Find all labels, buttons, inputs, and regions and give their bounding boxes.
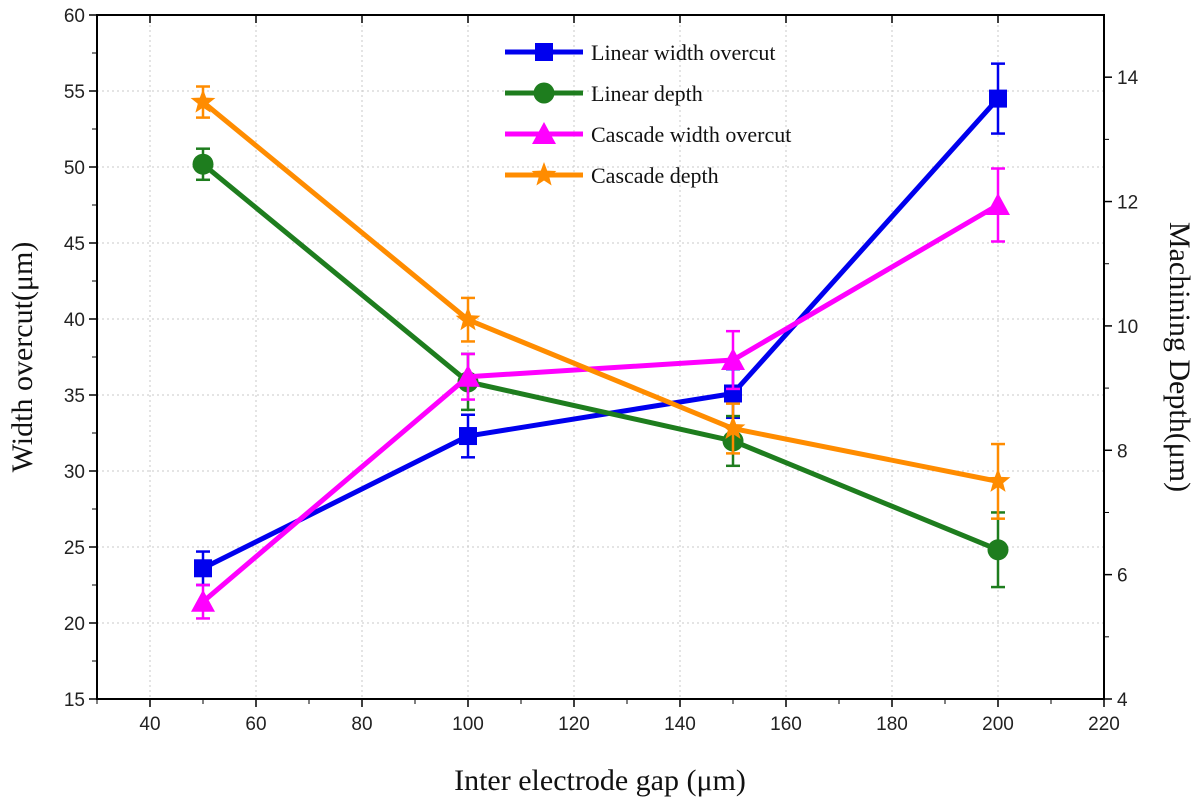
y2-tick-label: 14 (1117, 68, 1139, 89)
x-tick-label: 200 (982, 714, 1014, 735)
series-line (201, 96, 1000, 571)
y-tick-label: 30 (64, 462, 85, 483)
legend: Linear width overcut Linear depth Cascade … (505, 40, 791, 188)
data-point (192, 153, 214, 175)
y-tick-label: 20 (64, 614, 85, 635)
legend-label: Linear width overcut (591, 40, 776, 65)
legend-item: Cascade width overcut (505, 122, 791, 147)
legend-marker (535, 43, 553, 61)
series-line (201, 100, 999, 484)
data-point (720, 415, 746, 439)
x-tick-label: 80 (351, 714, 372, 735)
data-point (459, 427, 477, 446)
legend-marker (531, 162, 557, 186)
x-tick-label: 140 (664, 714, 696, 735)
y-tick-label: 45 (64, 234, 85, 255)
y2-tick-label: 8 (1117, 441, 1128, 462)
legend-marker (533, 82, 555, 104)
data-point (721, 348, 745, 371)
data-point (986, 193, 1010, 215)
data-point (989, 89, 1007, 108)
data-point (194, 559, 212, 578)
x-tick-label: 160 (770, 714, 802, 735)
y2-tick-label: 12 (1117, 193, 1138, 214)
data-point (985, 468, 1011, 492)
y-tick-label: 60 (64, 6, 85, 27)
y-tick-label: 35 (64, 386, 85, 407)
data-point (190, 89, 216, 113)
x-tick-label: 120 (558, 714, 590, 735)
y2-tick-label: 10 (1117, 317, 1138, 338)
legend-item: Linear depth (505, 81, 703, 106)
series-cascade-width-overcut (191, 167, 1010, 620)
legend-label: Linear depth (591, 81, 703, 106)
axes: 40 60 80 100 120 140 160 180 200 220 15 20 25 30 35 40 4… (64, 6, 1139, 735)
data-point (455, 306, 481, 331)
x-tick-label: 100 (452, 714, 484, 735)
y-tick-label: 50 (64, 158, 85, 179)
y2-tick-label: 6 (1117, 566, 1128, 587)
legend-label: Cascade depth (591, 163, 719, 188)
x-tick-label: 220 (1088, 714, 1120, 735)
legend-label: Cascade width overcut (591, 122, 791, 147)
grid (97, 15, 1104, 699)
y-tick-label: 55 (64, 82, 85, 103)
series-layer (190, 62, 1011, 620)
data-point (987, 539, 1009, 561)
series-cascade-depth (190, 85, 1011, 520)
legend-item: Cascade depth (505, 162, 719, 188)
series-line (201, 162, 999, 553)
data-point (456, 364, 480, 387)
y2-tick-label: 4 (1117, 690, 1128, 711)
y-tick-label: 25 (64, 538, 85, 559)
x-tick-label: 180 (876, 714, 908, 735)
legend-marker (532, 122, 556, 144)
x-tick-label: 60 (245, 714, 266, 735)
series-line (201, 202, 1000, 604)
x-axis-title: Inter electrode gap (μm) (454, 764, 746, 797)
y-axis-title: Width overcut(μm) (6, 242, 39, 473)
legend-item: Linear width overcut (505, 40, 776, 65)
y-tick-label: 40 (64, 310, 85, 331)
plot-frame (96, 14, 1105, 700)
x-tick-label: 40 (139, 714, 160, 735)
data-point (191, 589, 215, 612)
y2-axis-title: Machining Depth(μm) (1163, 222, 1196, 492)
y-tick-label: 15 (64, 690, 85, 711)
